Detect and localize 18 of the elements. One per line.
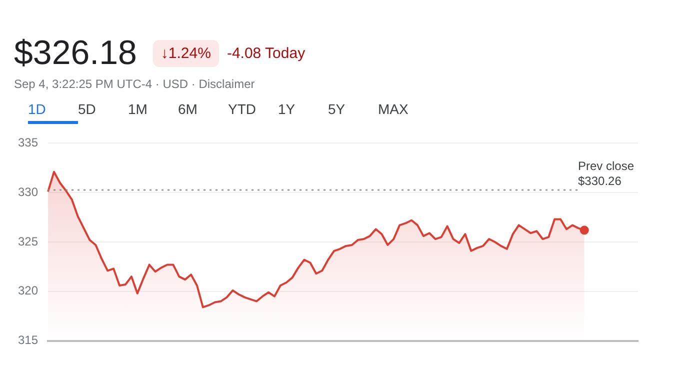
- text: ↓1.24%: [152, 40, 219, 67]
- text: Sep 4, 3:22:25 PM UTC-4 · USD · Disclaimer: [14, 77, 256, 91]
- text: -4.08 Today: [226, 45, 306, 62]
- text: 5Y: [328, 101, 346, 119]
- text: 6M: [178, 101, 198, 119]
- text: $326.18: [14, 34, 137, 73]
- y-tick-label: 325: [18, 234, 38, 248]
- text: 5D: [78, 101, 97, 119]
- text: 1Y: [278, 101, 296, 119]
- text: 1D: [28, 101, 78, 124]
- y-tick-label: 320: [18, 284, 38, 298]
- text: MAX: [378, 101, 410, 119]
- ref-line-label: Prev close $330.26: [578, 159, 634, 188]
- y-tick-label: 315: [18, 333, 38, 348]
- y-tick-label: 330: [18, 184, 38, 199]
- y-tick-label: 335: [18, 136, 38, 150]
- text: 1M: [128, 101, 148, 119]
- text: YTD: [228, 101, 257, 119]
